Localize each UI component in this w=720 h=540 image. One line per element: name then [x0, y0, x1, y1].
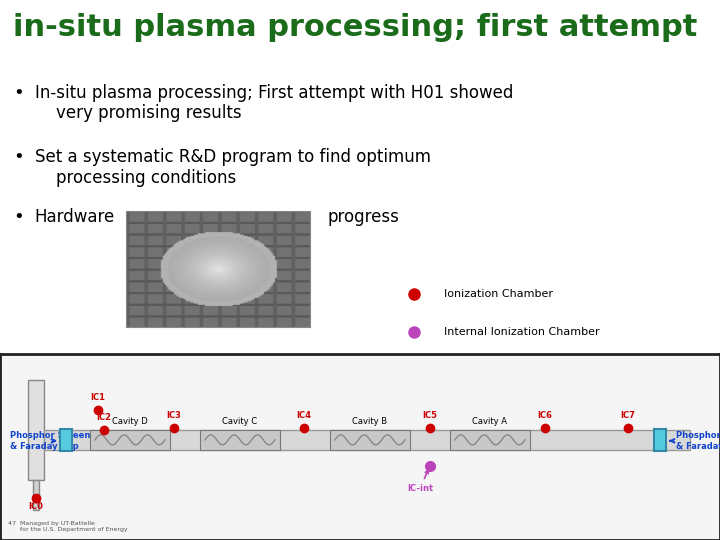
Bar [450, 430, 530, 450]
Bar [44, 430, 690, 450]
Text: Cavity A: Cavity A [472, 417, 508, 426]
Bar [90, 430, 170, 450]
Text: Internal Ionization Chamber: Internal Ionization Chamber [444, 327, 600, 337]
Text: Phosphor Screen, Camera, Faraday Cup: Phosphor Screen, Camera, Faraday Cup [444, 365, 666, 375]
Text: Phosphor Screen
& Faraday Cup: Phosphor Screen & Faraday Cup [10, 431, 91, 450]
Text: IC5: IC5 [423, 411, 438, 420]
Text: Phosphor Screen
& Faraday Cup: Phosphor Screen & Faraday Cup [670, 431, 720, 450]
Text: 47  Managed by UT-Battelle
      for the U.S. Department of Energy: 47 Managed by UT-Battelle for the U.S. D… [8, 521, 127, 532]
FancyBboxPatch shape [404, 362, 424, 377]
Text: •: • [13, 148, 24, 166]
Text: IC7: IC7 [621, 411, 636, 420]
Text: In-situ plasma processing; First attempt with H01 showed
    very promising resu: In-situ plasma processing; First attempt… [35, 84, 513, 123]
Text: IC-int: IC-int [407, 470, 433, 493]
Text: Set a systematic R&D program to find optimum
    processing conditions: Set a systematic R&D program to find opt… [35, 148, 431, 187]
Text: IC1: IC1 [91, 393, 106, 402]
Text: IC4: IC4 [297, 411, 312, 420]
Text: Hardware: Hardware [35, 208, 114, 226]
Text: progress: progress [328, 208, 400, 226]
Text: Ionization Chamber: Ionization Chamber [444, 289, 553, 299]
Text: IC2: IC2 [96, 413, 112, 422]
Text: in-situ plasma processing; first attempt: in-situ plasma processing; first attempt [13, 14, 698, 43]
Bar [33, 480, 39, 510]
Text: IC0: IC0 [29, 502, 43, 511]
Bar [200, 430, 280, 450]
Bar [654, 429, 666, 451]
Bar [60, 429, 72, 451]
Text: Cavity B: Cavity B [352, 417, 387, 426]
Text: •: • [13, 208, 24, 226]
Text: IC6: IC6 [538, 411, 552, 420]
Bar [330, 430, 410, 450]
Text: Cavity D: Cavity D [112, 417, 148, 426]
Text: IC3: IC3 [166, 411, 181, 420]
Text: •: • [13, 84, 24, 102]
Bar [28, 380, 44, 480]
Text: Cavity C: Cavity C [222, 417, 258, 426]
